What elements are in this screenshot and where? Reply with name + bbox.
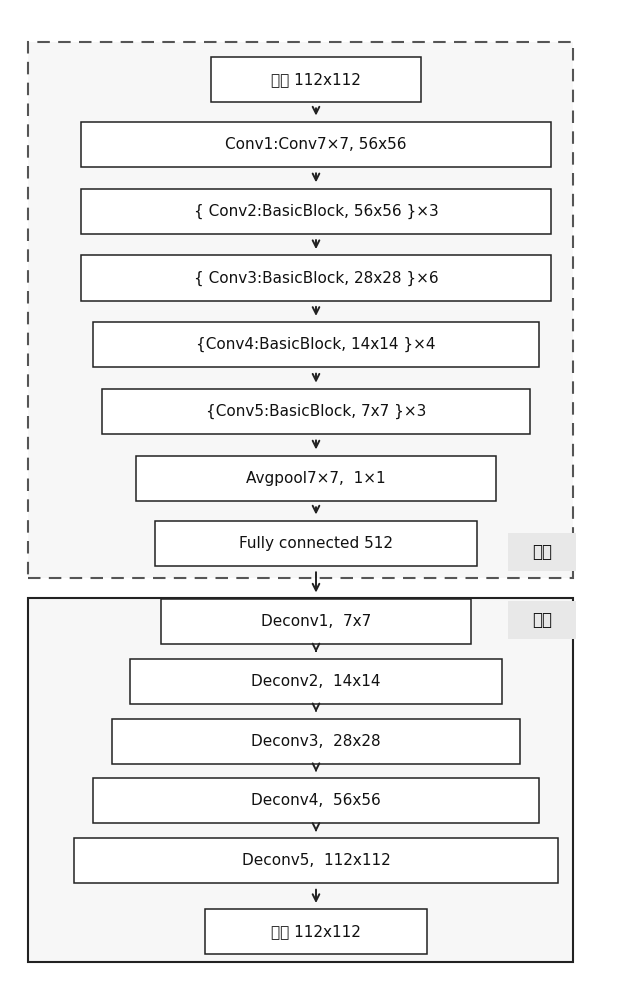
FancyBboxPatch shape — [205, 909, 427, 954]
Text: Avgpool7×7,  1×1: Avgpool7×7, 1×1 — [246, 471, 386, 486]
FancyBboxPatch shape — [161, 599, 471, 644]
Text: Fully connected 512: Fully connected 512 — [239, 536, 393, 551]
FancyBboxPatch shape — [130, 659, 502, 704]
FancyBboxPatch shape — [81, 122, 551, 167]
FancyBboxPatch shape — [112, 719, 520, 764]
FancyBboxPatch shape — [508, 601, 576, 639]
Text: Conv1:Conv7×7, 56x56: Conv1:Conv7×7, 56x56 — [225, 137, 407, 152]
Text: Deconv1,  7x7: Deconv1, 7x7 — [261, 614, 371, 629]
Text: Deconv2,  14x14: Deconv2, 14x14 — [252, 674, 380, 689]
FancyBboxPatch shape — [81, 255, 551, 301]
Text: 输出 112x112: 输出 112x112 — [271, 924, 361, 939]
FancyBboxPatch shape — [210, 57, 422, 102]
FancyBboxPatch shape — [75, 838, 557, 883]
FancyBboxPatch shape — [28, 598, 573, 962]
FancyBboxPatch shape — [28, 42, 573, 578]
Text: 解码: 解码 — [532, 611, 552, 629]
FancyBboxPatch shape — [137, 456, 495, 501]
FancyBboxPatch shape — [155, 521, 477, 566]
Text: Deconv5,  112x112: Deconv5, 112x112 — [241, 853, 391, 868]
Text: {Conv4:BasicBlock, 14x14 }×4: {Conv4:BasicBlock, 14x14 }×4 — [197, 337, 435, 352]
Text: Deconv4,  56x56: Deconv4, 56x56 — [251, 793, 381, 808]
Text: { Conv2:BasicBlock, 56x56 }×3: { Conv2:BasicBlock, 56x56 }×3 — [193, 204, 439, 219]
Text: { Conv3:BasicBlock, 28x28 }×6: { Conv3:BasicBlock, 28x28 }×6 — [193, 270, 439, 286]
FancyBboxPatch shape — [508, 533, 576, 571]
FancyBboxPatch shape — [102, 389, 530, 434]
FancyBboxPatch shape — [93, 778, 539, 823]
FancyBboxPatch shape — [81, 189, 551, 234]
Text: Deconv3,  28x28: Deconv3, 28x28 — [251, 734, 381, 749]
Text: {Conv5:BasicBlock, 7x7 }×3: {Conv5:BasicBlock, 7x7 }×3 — [206, 404, 426, 419]
Text: 编码: 编码 — [532, 543, 552, 561]
Text: 输入 112x112: 输入 112x112 — [271, 72, 361, 87]
FancyBboxPatch shape — [93, 322, 539, 367]
